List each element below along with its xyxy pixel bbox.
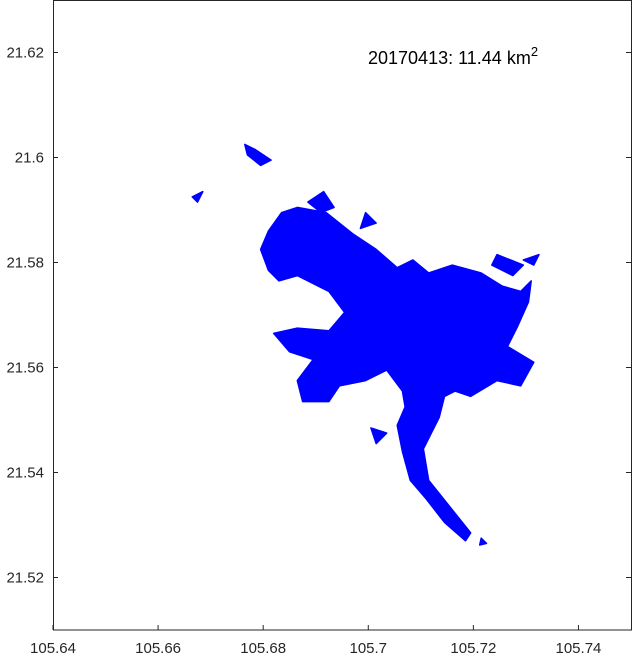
area-annotation: 20170413: 11.44 km2 bbox=[368, 44, 538, 68]
x-tick-label-4: 105.72 bbox=[450, 640, 496, 657]
water-body-fragment-2 bbox=[307, 190, 335, 214]
water-body-fragment-4 bbox=[491, 253, 525, 277]
x-tick-label-0: 105.64 bbox=[30, 640, 76, 657]
y-tick-label-0: 21.52 bbox=[6, 570, 44, 587]
x-tick-label-5: 105.74 bbox=[556, 640, 602, 657]
annotation-area-value: 11.44 bbox=[458, 48, 502, 68]
y-axis: 21.52 21.54 21.56 21.58 21.6 21.62 bbox=[6, 45, 631, 587]
annotation-area-unit: km bbox=[507, 48, 531, 68]
x-tick-label-2: 105.68 bbox=[240, 640, 286, 657]
x-tick-label-1: 105.66 bbox=[135, 640, 181, 657]
water-layer bbox=[191, 143, 540, 546]
annotation-unit-exponent: 2 bbox=[531, 44, 538, 59]
x-tick-label-3: 105.7 bbox=[349, 640, 387, 657]
water-body-fragment-3 bbox=[359, 211, 377, 230]
water-body-fragment-8 bbox=[370, 427, 388, 445]
water-body-fragment-5 bbox=[522, 253, 540, 266]
annotation-separator: : bbox=[448, 48, 458, 68]
water-body-fragment-1 bbox=[244, 143, 272, 167]
x-axis: 105.64 105.66 105.68 105.7 105.72 105.74 bbox=[30, 625, 601, 657]
annotation-date: 20170413 bbox=[368, 48, 448, 68]
y-tick-label-5: 21.62 bbox=[6, 45, 44, 62]
y-tick-label-2: 21.56 bbox=[6, 360, 44, 377]
water-body-fragment-7 bbox=[478, 537, 488, 546]
y-tick-label-1: 21.54 bbox=[6, 465, 44, 482]
y-tick-label-4: 21.6 bbox=[15, 150, 44, 167]
water-body-main bbox=[259, 206, 535, 542]
y-tick-label-3: 21.58 bbox=[6, 255, 44, 272]
water-body-fragment-6 bbox=[191, 190, 204, 203]
